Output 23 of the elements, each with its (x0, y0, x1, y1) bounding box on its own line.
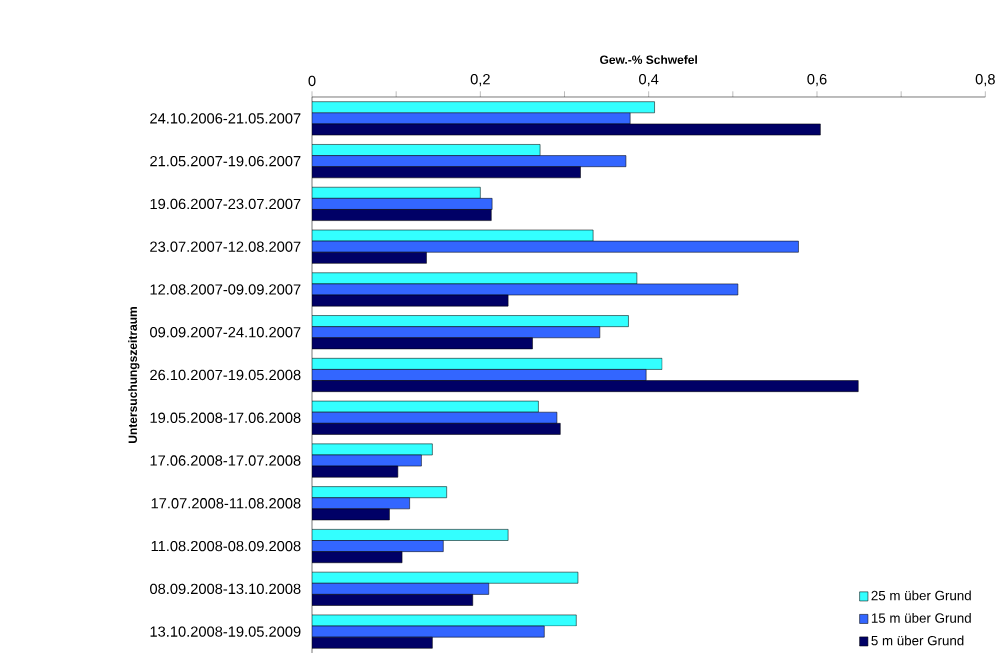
y-tick-label: 08.09.2008-13.10.2008 (150, 583, 301, 595)
x-tick-label: 0 (308, 75, 316, 87)
x-tick-label: 0,2 (470, 74, 490, 87)
legend-label: 15 m über Grund (871, 613, 971, 623)
y-tick-label: 17.06.2008-17.07.2008 (150, 455, 301, 466)
x-axis-title: Gew.-% Schwefel (600, 55, 697, 64)
x-tick-label: 0,8 (975, 74, 995, 87)
y-tick-label: 17.07.2008-11.08.2008 (151, 498, 301, 509)
y-tick-label: 26.10.2007-19.05.2008 (150, 369, 301, 381)
y-tick-label: 23.07.2007-12.08.2007 (150, 241, 301, 252)
y-tick-label: 11.08.2008-08.09.2008 (151, 540, 301, 552)
y-tick-label: 09.09.2007-24.10.2007 (150, 327, 301, 338)
legend-label: 25 m über Grund (871, 590, 971, 601)
y-tick-label: 12.08.2007-09.09.2007 (150, 284, 301, 295)
y-tick-label: 13.10.2008-19.05.2009 (150, 626, 301, 637)
y-axis-title: Untersuchungszeitraum (128, 307, 140, 443)
y-tick-label: 19.06.2007-23.07.2007 (150, 198, 301, 210)
x-tick-label: 0,6 (807, 74, 827, 87)
y-tick-label: 21.05.2007-19.06.2007 (150, 155, 301, 167)
y-tick-label: 19.05.2008-17.06.2008 (150, 412, 301, 423)
legend-label: 5 m über Grund (871, 635, 964, 646)
x-tick-label: 0,4 (639, 74, 659, 87)
y-tick-label: 24.10.2006-21.05.2007 (150, 113, 301, 124)
